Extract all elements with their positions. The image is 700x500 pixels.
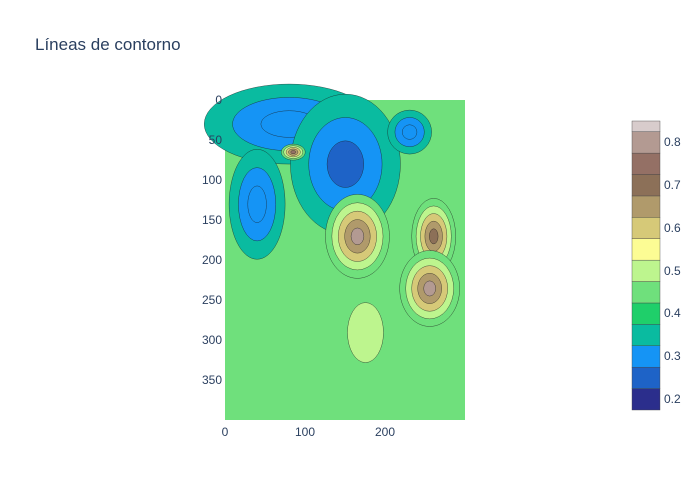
colorbar-swatch — [631, 195, 661, 218]
contour-high-region — [290, 150, 296, 154]
colorbar-swatch — [631, 324, 661, 346]
colorbar-swatch — [631, 345, 661, 368]
y-tick-label: 200 — [202, 253, 222, 267]
contour-high-region — [429, 228, 439, 245]
y-tick-label: 150 — [202, 213, 222, 227]
x-tick-label: 200 — [375, 425, 395, 439]
plot-area[interactable] — [203, 83, 465, 420]
y-axis: 0 50 100 150 200 250 300 350 — [202, 93, 222, 387]
colorbar-swatch — [631, 152, 661, 175]
colorbar-swatches — [631, 120, 661, 411]
colorbar-swatch — [631, 281, 661, 304]
y-tick-label: 350 — [202, 373, 222, 387]
colorbar-swatch — [631, 120, 661, 132]
y-tick-label: 0 — [215, 93, 222, 107]
colorbar-swatch — [631, 131, 661, 154]
x-tick-label: 0 — [222, 425, 229, 439]
contour-fill-layer — [203, 83, 460, 363]
colorbar-swatch — [631, 366, 661, 389]
contour-mid-region — [347, 302, 384, 363]
contour-high-region — [350, 227, 365, 245]
colorbar-swatch — [631, 217, 661, 239]
x-axis: 0 100 200 — [222, 425, 396, 439]
y-tick-label: 300 — [202, 333, 222, 347]
colorbar: 0.2 0.3 0.4 0.5 0.6 0.7 0.8 — [631, 120, 681, 411]
contour-low-region — [402, 124, 418, 140]
y-tick-label: 50 — [209, 133, 223, 147]
colorbar-swatch — [631, 174, 661, 197]
colorbar-tick-label: 0.7 — [664, 178, 681, 192]
colorbar-tick-label: 0.2 — [664, 392, 681, 406]
colorbar-tick-label: 0.5 — [664, 264, 681, 278]
y-tick-label: 100 — [202, 173, 222, 187]
chart-title: Líneas de contorno — [35, 35, 181, 54]
colorbar-tick-label: 0.3 — [664, 349, 681, 363]
x-tick-label: 100 — [295, 425, 315, 439]
colorbar-tick-label: 0.8 — [664, 135, 681, 149]
contour-high-region — [423, 280, 436, 297]
colorbar-swatch — [631, 388, 661, 411]
colorbar-tick-label: 0.4 — [664, 306, 681, 320]
y-tick-label: 250 — [202, 293, 222, 307]
colorbar-tick-label: 0.6 — [664, 221, 681, 235]
colorbar-swatch — [631, 238, 661, 261]
colorbar-swatch — [631, 302, 661, 325]
contour-low-region — [247, 185, 267, 223]
colorbar-swatch — [631, 259, 661, 282]
contour-low-region — [326, 140, 364, 188]
